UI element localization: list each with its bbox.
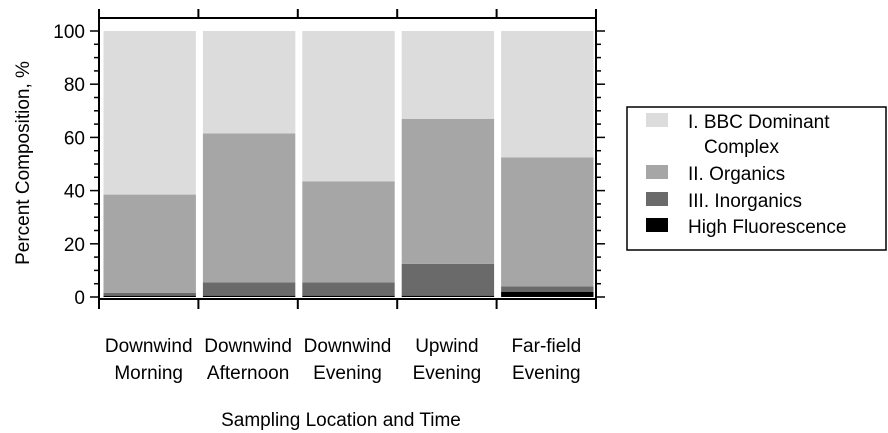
y-tick-label: 0 [74,288,85,309]
bar-segment-iii-inorganics-1 [103,293,196,296]
legend-swatch [646,165,668,179]
bar-segment-i-bbc-dominant-complex-4 [401,31,495,119]
x-category-label: Afternoon [207,363,289,384]
bar-segment-iii-inorganics-4 [401,263,495,296]
legend-label: High Fluorescence [688,217,846,238]
legend-swatch [646,218,668,232]
x-category-label: Far-field [511,336,581,357]
bar-segment-i-bbc-dominant-complex-1 [103,31,196,195]
x-category-label: Morning [114,363,183,384]
x-category-label: Upwind [415,336,478,357]
x-category-label: Downwind [304,336,392,357]
bar-segment-ii-organics-4 [401,118,495,264]
bar-segment-ii-organics-1 [103,194,196,294]
bars-group [103,31,594,297]
bar-segment-iii-inorganics-2 [202,282,296,296]
x-category-label: Downwind [204,336,292,357]
bar-segment-iii-inorganics-3 [302,282,395,296]
x-axis: Downwind Morning Downwind Afternoon Downwind… [98,9,597,384]
y-tick-label: 20 [64,235,85,256]
bar-segment-high-fluorescence-1 [103,295,196,297]
bar-segment-i-bbc-dominant-complex-5 [501,31,594,158]
legend-swatch [646,192,668,206]
y-tick-label: 60 [64,128,85,149]
x-category-label: Downwind [105,336,193,357]
y-axis-title: Percent Composition, % [13,61,34,265]
legend-label: II. Organics [688,164,785,185]
x-axis-title: Sampling Location and Time [221,410,461,431]
bar-segment-high-fluorescence-2 [202,295,296,297]
y-tick-label: 40 [64,182,85,203]
legend-swatch [646,113,668,127]
bar-segment-i-bbc-dominant-complex-3 [302,31,395,182]
legend: I. BBC Dominant Complex II. Organics III. I… [626,106,887,251]
bar-segment-high-fluorescence-3 [302,295,395,297]
bar-segment-i-bbc-dominant-complex-2 [202,31,296,134]
y-axis: 0 20 40 60 80 100 [53,22,605,309]
x-category-label: Evening [413,363,482,384]
bar-segment-ii-organics-5 [501,157,594,287]
y-tick-label: 100 [53,22,85,43]
bar-segment-high-fluorescence-5 [501,291,594,297]
bar-segment-ii-organics-2 [202,133,296,283]
bar-segment-iii-inorganics-5 [501,286,594,292]
plot-frame [98,17,597,300]
x-category-label: Evening [512,363,581,384]
bar-segment-ii-organics-3 [302,181,395,283]
legend-label: Complex [704,137,779,158]
y-tick-label: 80 [64,75,85,96]
x-category-label: Evening [313,363,382,384]
legend-box [626,106,887,251]
legend-label: III. Inorganics [688,191,802,212]
bar-segment-high-fluorescence-4 [401,295,495,297]
legend-label: I. BBC Dominant [688,112,830,133]
